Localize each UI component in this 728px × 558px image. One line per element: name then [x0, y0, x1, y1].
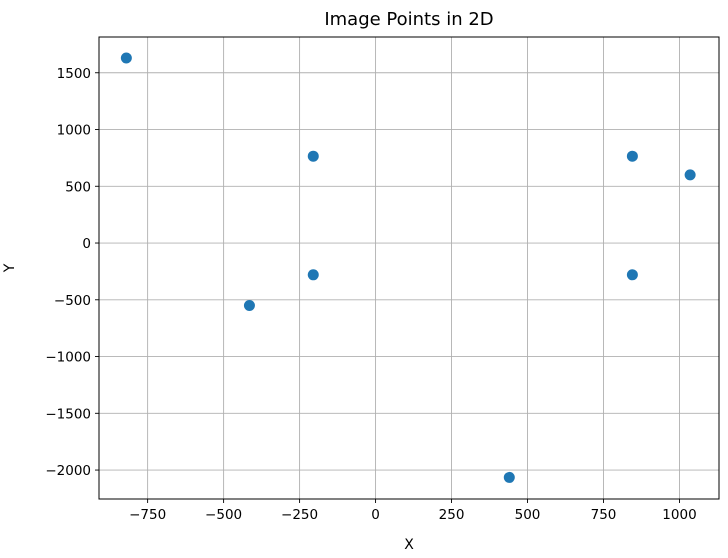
data-point [307, 269, 319, 281]
y-axis-label: Y [2, 263, 18, 273]
data-point [684, 169, 696, 181]
chart-title: Image Points in 2D [324, 9, 493, 30]
plot-frame [98, 36, 720, 500]
y-axis-ticks: −2000 −1500 −1000 −500 0 500 1000 1500 [45, 66, 99, 479]
y-tick-label: −1500 [45, 406, 91, 422]
data-point [626, 150, 638, 162]
x-axis-ticks: −750 −500 −250 0 250 500 750 1000 [129, 499, 697, 523]
data-point [307, 150, 319, 162]
x-tick-label: −500 [205, 507, 242, 523]
y-tick-label: −2000 [45, 463, 91, 479]
data-point [626, 269, 638, 281]
y-tick-label: 1000 [57, 123, 91, 139]
data-point [120, 52, 132, 64]
y-tick-label: 0 [82, 236, 91, 252]
x-tick-label: −250 [281, 507, 318, 523]
x-tick-label: 750 [591, 507, 617, 523]
data-point [503, 471, 515, 483]
grid [99, 37, 719, 499]
x-tick-label: 1000 [662, 507, 696, 523]
x-axis-label: X [404, 537, 414, 553]
y-tick-label: 500 [65, 179, 91, 195]
data-points [120, 52, 696, 483]
x-tick-label: 500 [515, 507, 541, 523]
y-tick-label: −1000 [45, 350, 91, 366]
x-tick-label: 250 [439, 507, 465, 523]
y-tick-label: 1500 [57, 66, 91, 82]
data-point [243, 299, 255, 311]
x-tick-label: 0 [371, 507, 380, 523]
x-tick-label: −750 [129, 507, 166, 523]
y-tick-label: −500 [54, 293, 91, 309]
